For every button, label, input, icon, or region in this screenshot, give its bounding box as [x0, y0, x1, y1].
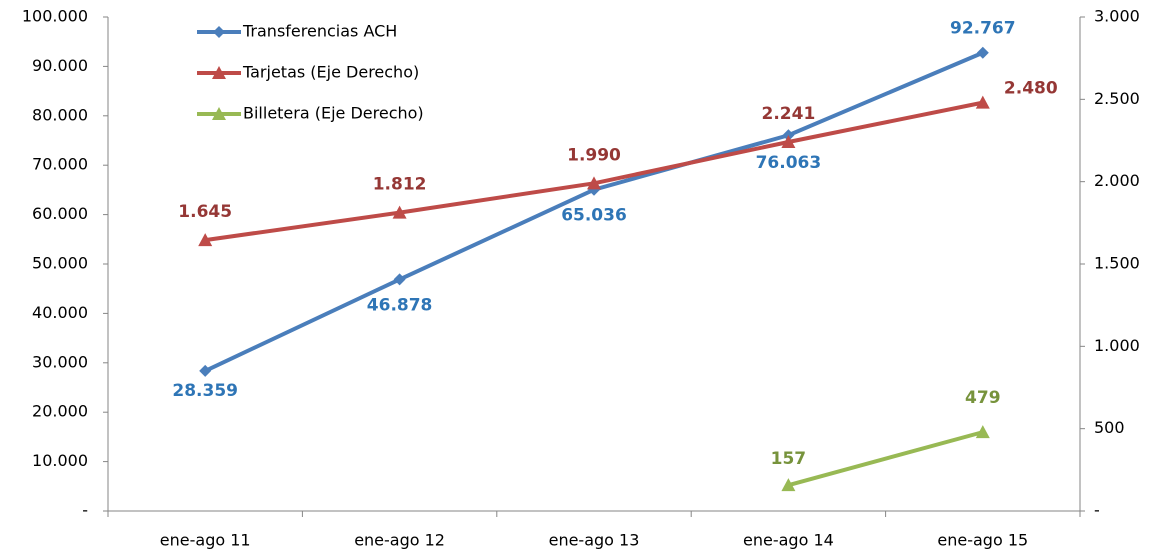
y2-tick-label: 3.000 — [1094, 7, 1140, 26]
y-tick-label: - — [82, 501, 88, 520]
y-tick-label: 90.000 — [32, 56, 88, 75]
y-tick-label: 80.000 — [32, 105, 88, 124]
marker — [199, 364, 212, 377]
y2-tick-label: 1.500 — [1094, 254, 1140, 273]
x-tick-label: ene-ago 13 — [549, 531, 640, 550]
y2-tick-label: 2.000 — [1094, 171, 1140, 190]
data-label: 92.767 — [950, 19, 1016, 39]
marker — [198, 233, 213, 247]
data-label: 28.359 — [172, 381, 238, 401]
y-tick-label: 30.000 — [32, 352, 88, 371]
data-label: 76.063 — [756, 153, 822, 173]
y-tick-label: 50.000 — [32, 254, 88, 273]
y-tick-label: 40.000 — [32, 303, 88, 322]
marker — [976, 46, 989, 59]
marker — [393, 273, 406, 286]
marker — [212, 107, 226, 120]
y2-tick-label: - — [1094, 501, 1100, 520]
marker — [212, 66, 226, 79]
data-label: 46.878 — [367, 295, 433, 315]
marker — [975, 425, 990, 439]
x-tick-label: ene-ago 15 — [937, 531, 1028, 550]
y-tick-label: 60.000 — [32, 204, 88, 223]
data-label: 1.645 — [178, 202, 232, 222]
data-label: 157 — [771, 449, 807, 469]
y2-tick-label: 2.500 — [1094, 89, 1140, 108]
y-tick-label: 10.000 — [32, 451, 88, 470]
x-tick-label: ene-ago 14 — [743, 531, 834, 550]
marker — [587, 176, 601, 190]
x-tick-label: ene-ago 12 — [354, 531, 445, 550]
data-label: 2.241 — [762, 104, 816, 124]
data-label: 1.812 — [373, 175, 427, 195]
y-tick-label: 20.000 — [32, 402, 88, 421]
marker — [213, 26, 225, 38]
y2-tick-label: 1.000 — [1094, 336, 1140, 355]
marker — [781, 134, 796, 148]
data-label: 479 — [965, 388, 1001, 408]
data-label: 1.990 — [567, 145, 621, 165]
marker — [392, 205, 407, 219]
x-tick-label: ene-ago 11 — [160, 531, 251, 550]
marker — [975, 95, 990, 109]
legend-label: Transferencias ACH — [242, 22, 397, 41]
y-tick-label: 70.000 — [32, 155, 88, 174]
legend-label: Billetera (Eje Derecho) — [243, 104, 424, 123]
data-label: 2.480 — [1004, 79, 1058, 99]
marker — [781, 478, 796, 492]
y-tick-label: 100.000 — [22, 7, 88, 26]
legend-label: Tarjetas (Eje Derecho) — [242, 63, 419, 82]
series-line — [787, 430, 984, 488]
y2-tick-label: 500 — [1094, 418, 1125, 437]
data-label: 65.036 — [561, 206, 627, 226]
